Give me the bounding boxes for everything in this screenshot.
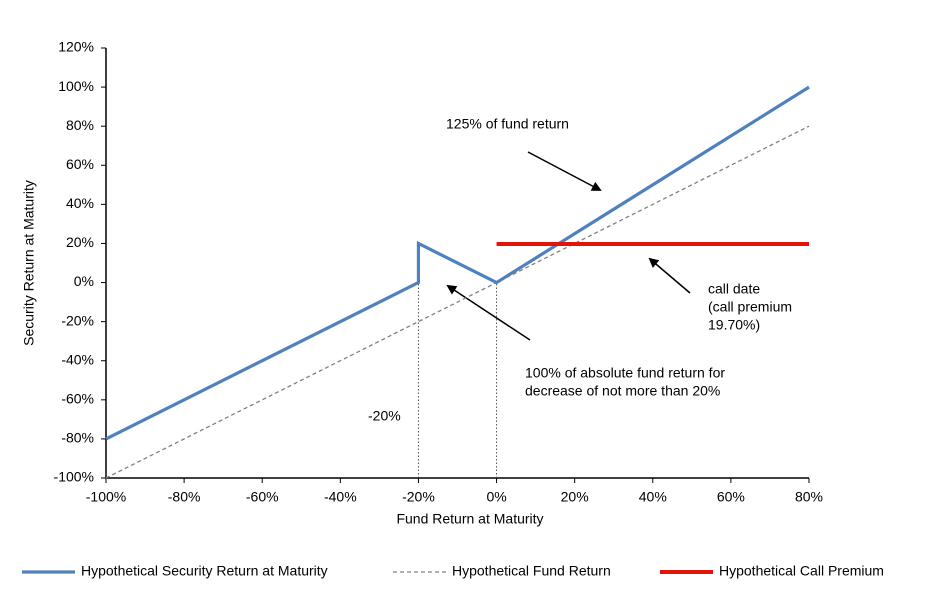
series-line	[105, 125, 810, 479]
series-line	[105, 85, 810, 441]
legend-label: Hypothetical Call Premium	[719, 563, 884, 579]
x-tick-label: 60%	[717, 489, 745, 505]
y-axis-label: Security Return at Maturity	[21, 180, 37, 346]
legend-label: Hypothetical Fund Return	[452, 563, 611, 579]
y-tick-label: 40%	[66, 195, 94, 211]
y-tick-label: 60%	[66, 156, 94, 172]
y-tick-label: -80%	[61, 430, 94, 446]
y-tick-label: -40%	[61, 351, 94, 367]
annotation: 125% of fund return	[446, 116, 569, 132]
annotation: call date	[708, 281, 760, 297]
x-tick-label: -100%	[86, 489, 126, 505]
annotation: decrease of not more than 20%	[525, 383, 720, 399]
x-tick-label: 80%	[795, 489, 823, 505]
annotation: 100% of absolute fund return for	[525, 365, 725, 381]
x-tick-label: -40%	[324, 489, 357, 505]
y-tick-label: -60%	[61, 391, 94, 407]
y-tick-label: 120%	[58, 39, 94, 55]
y-tick-label: -100%	[54, 469, 94, 485]
x-tick-label: 0%	[486, 489, 506, 505]
annotation: (call premium	[708, 299, 792, 315]
x-tick-label: 40%	[639, 489, 667, 505]
x-axis-label: Fund Return at Maturity	[396, 511, 543, 527]
x-tick-label: 20%	[561, 489, 589, 505]
annotation: 19.70%)	[708, 317, 760, 333]
arrows	[446, 151, 691, 341]
x-tick-label: -80%	[168, 489, 201, 505]
y-tick-label: -20%	[61, 312, 94, 328]
legend-label: Hypothetical Security Return at Maturity	[81, 563, 328, 579]
x-tick-label: -60%	[246, 489, 279, 505]
x-tick-label: -20%	[402, 489, 435, 505]
y-tick-label: 20%	[66, 234, 94, 250]
annotation: -20%	[368, 408, 401, 424]
y-tick-label: 80%	[66, 117, 94, 133]
arrow	[648, 257, 691, 294]
arrow	[527, 151, 602, 191]
y-tick-label: 100%	[58, 78, 94, 94]
arrow	[446, 284, 531, 341]
y-tick-label: 0%	[74, 273, 94, 289]
